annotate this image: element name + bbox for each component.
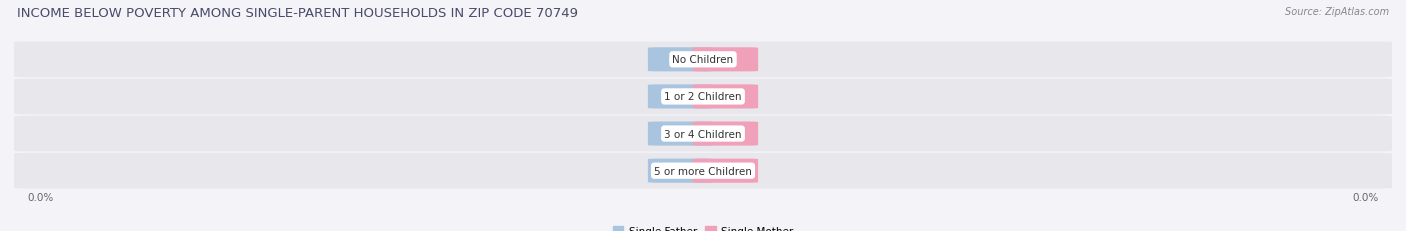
FancyBboxPatch shape bbox=[14, 42, 1392, 78]
FancyBboxPatch shape bbox=[693, 85, 758, 109]
FancyBboxPatch shape bbox=[648, 159, 713, 183]
FancyBboxPatch shape bbox=[14, 116, 1392, 152]
FancyBboxPatch shape bbox=[648, 122, 713, 146]
FancyBboxPatch shape bbox=[648, 48, 713, 72]
Legend: Single Father, Single Mother: Single Father, Single Mother bbox=[609, 222, 797, 231]
Text: 0.0%: 0.0% bbox=[713, 167, 738, 175]
Text: 0.0%: 0.0% bbox=[668, 93, 693, 101]
FancyBboxPatch shape bbox=[14, 79, 1392, 115]
Text: 0.0%: 0.0% bbox=[713, 130, 738, 138]
Text: 0.0%: 0.0% bbox=[668, 167, 693, 175]
FancyBboxPatch shape bbox=[693, 159, 758, 183]
FancyBboxPatch shape bbox=[693, 122, 758, 146]
Text: INCOME BELOW POVERTY AMONG SINGLE-PARENT HOUSEHOLDS IN ZIP CODE 70749: INCOME BELOW POVERTY AMONG SINGLE-PARENT… bbox=[17, 7, 578, 20]
Text: 5 or more Children: 5 or more Children bbox=[654, 166, 752, 176]
Text: 1 or 2 Children: 1 or 2 Children bbox=[664, 92, 742, 102]
FancyBboxPatch shape bbox=[693, 48, 758, 72]
Text: 0.0%: 0.0% bbox=[28, 192, 53, 202]
Text: Source: ZipAtlas.com: Source: ZipAtlas.com bbox=[1285, 7, 1389, 17]
Text: 0.0%: 0.0% bbox=[668, 130, 693, 138]
Text: 0.0%: 0.0% bbox=[668, 56, 693, 64]
Text: 0.0%: 0.0% bbox=[713, 56, 738, 64]
Text: No Children: No Children bbox=[672, 55, 734, 65]
Text: 0.0%: 0.0% bbox=[1353, 192, 1378, 202]
FancyBboxPatch shape bbox=[648, 85, 713, 109]
Text: 0.0%: 0.0% bbox=[713, 93, 738, 101]
Text: 3 or 4 Children: 3 or 4 Children bbox=[664, 129, 742, 139]
FancyBboxPatch shape bbox=[14, 153, 1392, 189]
